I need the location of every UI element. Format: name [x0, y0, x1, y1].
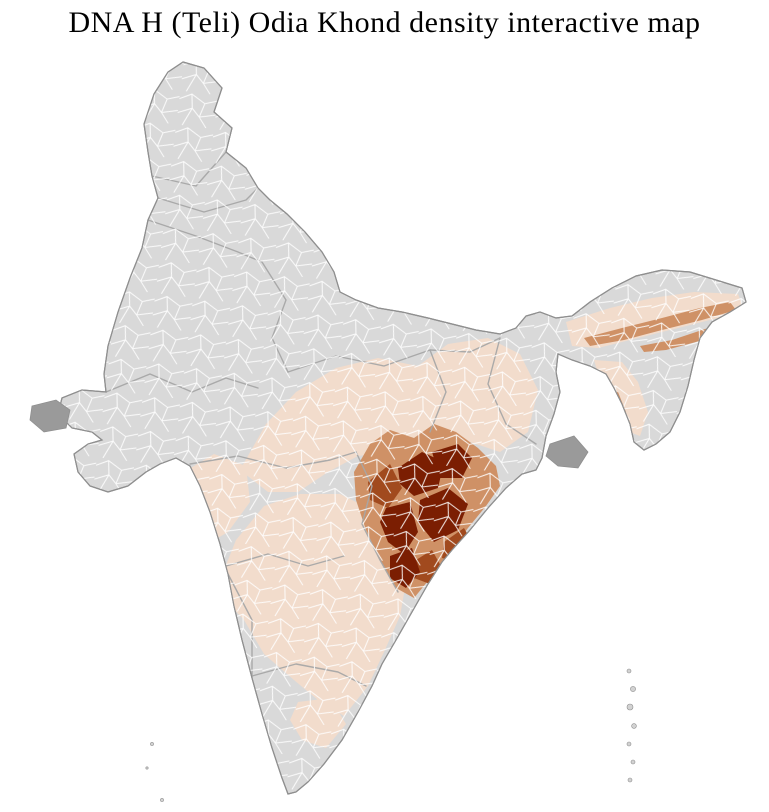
neutral-region-west[interactable] [29, 399, 71, 433]
lakshadweep-islands[interactable] [145, 742, 164, 802]
map-title: DNA H (Teli) Odia Khond density interact… [68, 6, 701, 39]
neutral-region-bengal-delta[interactable] [545, 435, 589, 469]
andaman-islands[interactable] [626, 668, 637, 783]
